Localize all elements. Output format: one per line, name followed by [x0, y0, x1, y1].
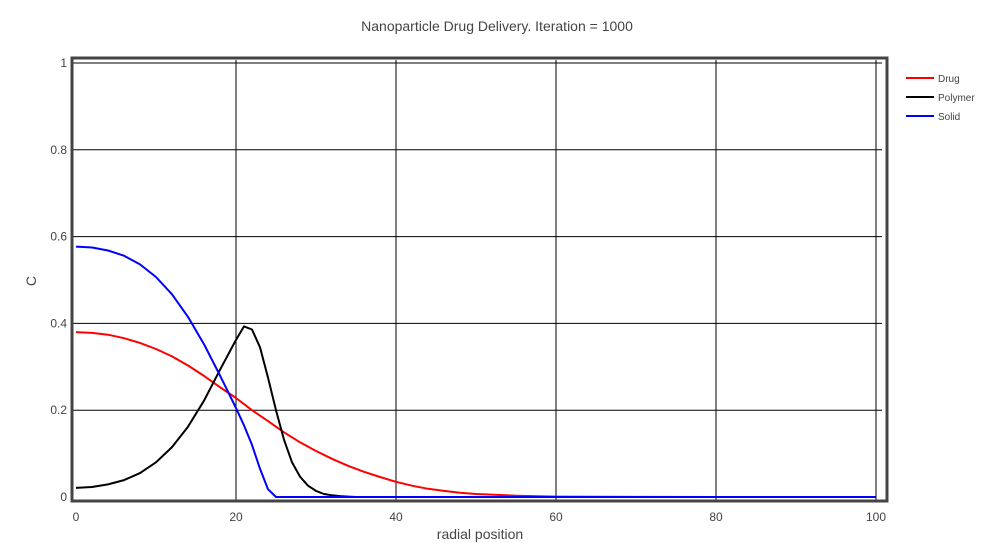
legend: Drug Polymer Solid: [906, 74, 975, 123]
x-tick-label: 40: [389, 510, 403, 524]
x-axis-label: radial position: [437, 526, 523, 542]
series-line-polymer: [75, 325, 876, 498]
x-tick-label: 20: [229, 510, 243, 524]
x-tick-label: 60: [549, 510, 563, 524]
y-tick-label: 0.8: [50, 143, 67, 157]
y-tick-label: 0.6: [50, 230, 67, 244]
plot-frame: [70, 56, 889, 503]
series-lines: [75, 245, 876, 498]
legend-label-polymer: Polymer: [938, 93, 975, 104]
x-tick-labels: 0 20 40 60 80 100: [73, 510, 887, 524]
x-tick-label: 80: [709, 510, 723, 524]
y-tick-label: 0: [60, 490, 67, 504]
y-axis-label: C: [23, 276, 39, 286]
series-line-solid: [75, 245, 876, 498]
y-tick-label: 1: [60, 56, 67, 70]
legend-label-solid: Solid: [938, 112, 960, 123]
y-tick-labels: 0 0.2 0.4 0.6 0.8 1: [50, 56, 67, 504]
y-tick-label: 0.2: [50, 403, 67, 417]
chart-title: Nanoparticle Drug Delivery. Iteration = …: [361, 18, 633, 34]
x-tick-label: 100: [866, 510, 886, 524]
x-tick-label: 0: [73, 510, 80, 524]
y-tick-label: 0.4: [50, 316, 67, 330]
grid: [73, 60, 882, 500]
legend-label-drug: Drug: [938, 74, 960, 85]
